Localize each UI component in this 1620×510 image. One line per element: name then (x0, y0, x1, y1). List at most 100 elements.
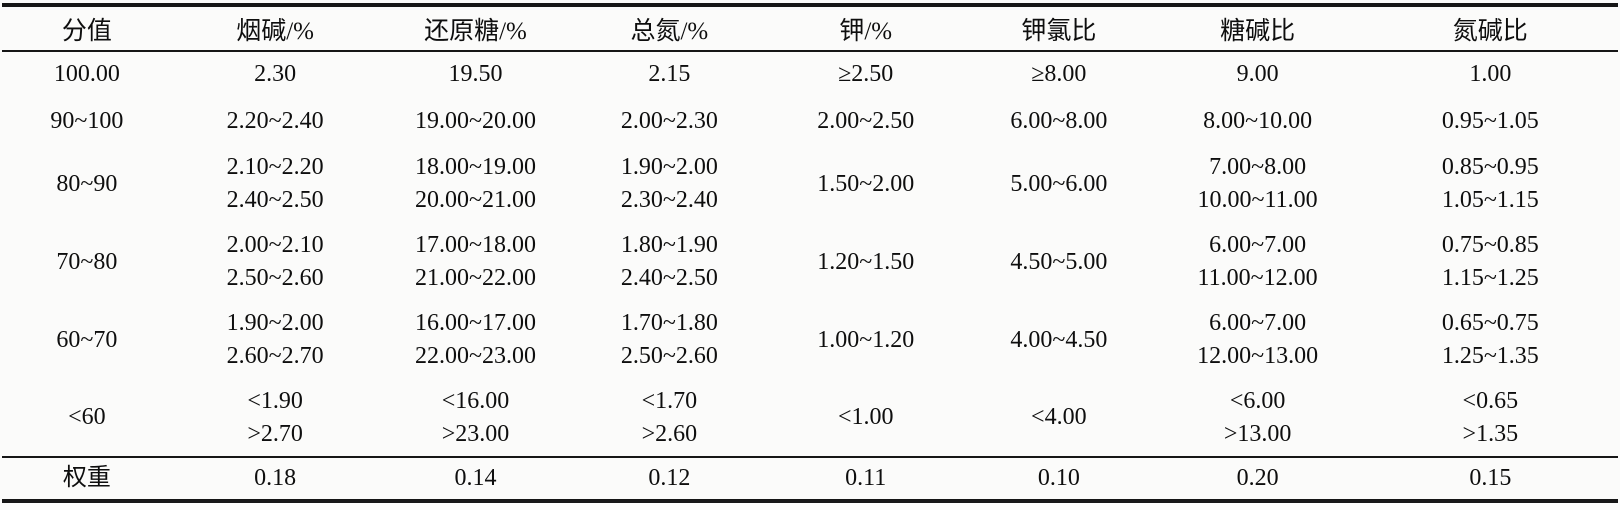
cell-value: 0.18 (254, 465, 297, 491)
cell-value: 6.00~7.00 (1209, 310, 1307, 336)
cell-value: 4.50~5.00 (1010, 248, 1108, 275)
table-row: 90~100 2.20~2.40 19.00~20.00 2.00~2.30 2.00~… (2, 97, 1618, 145)
table-cell: 18.00~19.00 20.00~21.00 (379, 145, 573, 223)
col-header-reducing-sugar: 还原糖/% (378, 5, 573, 52)
cell-value: 0.65~0.75 (1441, 310, 1539, 336)
cell-value: 1.15~1.25 (1441, 265, 1539, 291)
cell-value: 1.00 (1469, 61, 1512, 87)
cell-value: 0.11 (845, 465, 887, 491)
table-cell: 4.00~4.50 (965, 301, 1152, 379)
cell-value: 1.90~2.00 (620, 154, 718, 180)
cell-value: >2.60 (641, 420, 698, 447)
cell-value: 6.00~7.00 (1209, 232, 1307, 258)
table-cell: <1.70 >2.60 (572, 379, 766, 457)
cell-value: 1.00~1.20 (817, 326, 915, 353)
table-cell: 0.14 (378, 456, 573, 501)
cell-value: <0.65 (1462, 387, 1519, 414)
cell-value: 2.40~2.50 (620, 265, 718, 291)
table-cell: 0.75~0.85 1.15~1.25 (1363, 223, 1618, 301)
table-cell: <6.00 >13.00 (1153, 379, 1363, 457)
cell-value: 2.00~2.30 (620, 107, 718, 134)
cell-value: 4.00~4.50 (1010, 326, 1108, 353)
col-header-nitrogen-nicotine-ratio: 氮碱比 (1362, 5, 1618, 52)
cell-value: 1.90~2.00 (226, 310, 324, 336)
table-cell: 0.85~0.95 1.05~1.15 (1363, 145, 1618, 223)
cell-value: 1.05~1.15 (1441, 187, 1539, 213)
table-cell: 1.00 (1363, 51, 1618, 97)
cell-value: 21.00~22.00 (414, 265, 536, 291)
table-cell: 7.00~8.00 10.00~11.00 (1153, 145, 1363, 223)
table-cell: 权重 (2, 456, 172, 501)
col-header-score: 分值 (2, 5, 172, 52)
table-cell: ≥8.00 (965, 51, 1152, 97)
table-cell: 1.90~2.00 2.60~2.70 (172, 301, 379, 379)
table-cell: 0.20 (1152, 456, 1363, 501)
col-header-nicotine: 烟碱/% (171, 5, 379, 52)
table-cell: 100.00 (2, 51, 172, 97)
table-cell: 0.18 (171, 456, 379, 501)
table-cell: 0.11 (766, 456, 966, 501)
cell-value: 9.00 (1236, 61, 1279, 87)
cell-value: 1.25~1.35 (1441, 343, 1539, 369)
cell-value: 0.75~0.85 (1441, 232, 1539, 258)
table-cell: 9.00 (1153, 51, 1363, 97)
table-row: 60~70 1.90~2.00 2.60~2.70 16.00~17.00 22.00~… (2, 301, 1618, 379)
table-cell: 19.50 (379, 51, 573, 97)
cell-value: 1.20~1.50 (817, 248, 915, 275)
table-cell: <60 (2, 379, 172, 457)
table-cell: 19.00~20.00 (379, 97, 573, 145)
table-cell: 5.00~6.00 (965, 145, 1152, 223)
cell-value: 60~70 (56, 326, 118, 353)
cell-value: <1.90 (247, 387, 303, 414)
table-cell: 6.00~8.00 (965, 97, 1152, 145)
cell-value: <1.70 (641, 387, 698, 414)
table-cell: 6.00~7.00 12.00~13.00 (1153, 301, 1363, 379)
table-row: 70~80 2.00~2.10 2.50~2.60 17.00~18.00 21.00~… (2, 223, 1618, 301)
cell-value: 2.50~2.60 (226, 265, 324, 291)
table-cell: 16.00~17.00 22.00~23.00 (379, 301, 573, 379)
cell-value: 2.50~2.60 (620, 343, 718, 369)
table-cell: 60~70 (2, 301, 172, 379)
table-cell: 2.10~2.20 2.40~2.50 (172, 145, 379, 223)
cell-value: 0.85~0.95 (1441, 154, 1539, 180)
cell-value: 6.00~8.00 (1010, 107, 1108, 134)
cell-value: 11.00~12.00 (1197, 265, 1318, 291)
table-cell: 0.15 (1362, 456, 1618, 501)
cell-value: 2.30~2.40 (620, 187, 718, 213)
cell-value: <4.00 (1031, 404, 1087, 430)
cell-value: >1.35 (1462, 420, 1519, 447)
cell-value: 80~90 (56, 170, 118, 197)
cell-value: 0.15 (1469, 465, 1512, 491)
cell-value: 12.00~13.00 (1197, 343, 1319, 369)
table-cell: 70~80 (2, 223, 172, 301)
cell-value: 1.50~2.00 (817, 170, 915, 197)
table-row: 80~90 2.10~2.20 2.40~2.50 18.00~19.00 20.00~… (2, 145, 1618, 223)
header-row: 分值 烟碱/% 还原糖/% 总氮/% 钾/% 钾氯比 糖碱比 氮碱比 (2, 5, 1618, 52)
cell-value: 0.14 (454, 465, 497, 491)
table-cell: 6.00~7.00 11.00~12.00 (1153, 223, 1363, 301)
table-cell: 0.10 (965, 456, 1153, 501)
cell-value: 16.00~17.00 (414, 310, 536, 336)
table-cell: <1.00 (766, 379, 965, 457)
table-cell: 2.15 (572, 51, 766, 97)
cell-value: 1.70~1.80 (620, 310, 718, 336)
cell-value: 19.50 (448, 61, 503, 87)
table-cell: 0.12 (572, 456, 767, 501)
quality-score-table: 分值 烟碱/% 还原糖/% 总氮/% 钾/% 钾氯比 糖碱比 氮碱比 100.0… (2, 3, 1618, 503)
col-header-potassium-chlorine-ratio: 钾氯比 (965, 5, 1153, 52)
cell-value: 2.15 (648, 61, 691, 87)
table-cell: 80~90 (2, 145, 172, 223)
cell-value: 2.00~2.10 (226, 232, 324, 258)
table-cell: 1.80~1.90 2.40~2.50 (572, 223, 766, 301)
table-cell: 2.30 (172, 51, 379, 97)
cell-value: 1.80~1.90 (620, 232, 718, 258)
table-cell: <4.00 (965, 379, 1152, 457)
table-cell: 2.20~2.40 (172, 97, 379, 145)
cell-value: 2.60~2.70 (226, 343, 324, 369)
cell-value: 2.40~2.50 (226, 187, 324, 213)
cell-value: <16.00 (441, 387, 510, 414)
cell-value: >23.00 (441, 420, 510, 447)
cell-value: 22.00~23.00 (414, 343, 536, 369)
cell-value: <60 (68, 404, 106, 430)
